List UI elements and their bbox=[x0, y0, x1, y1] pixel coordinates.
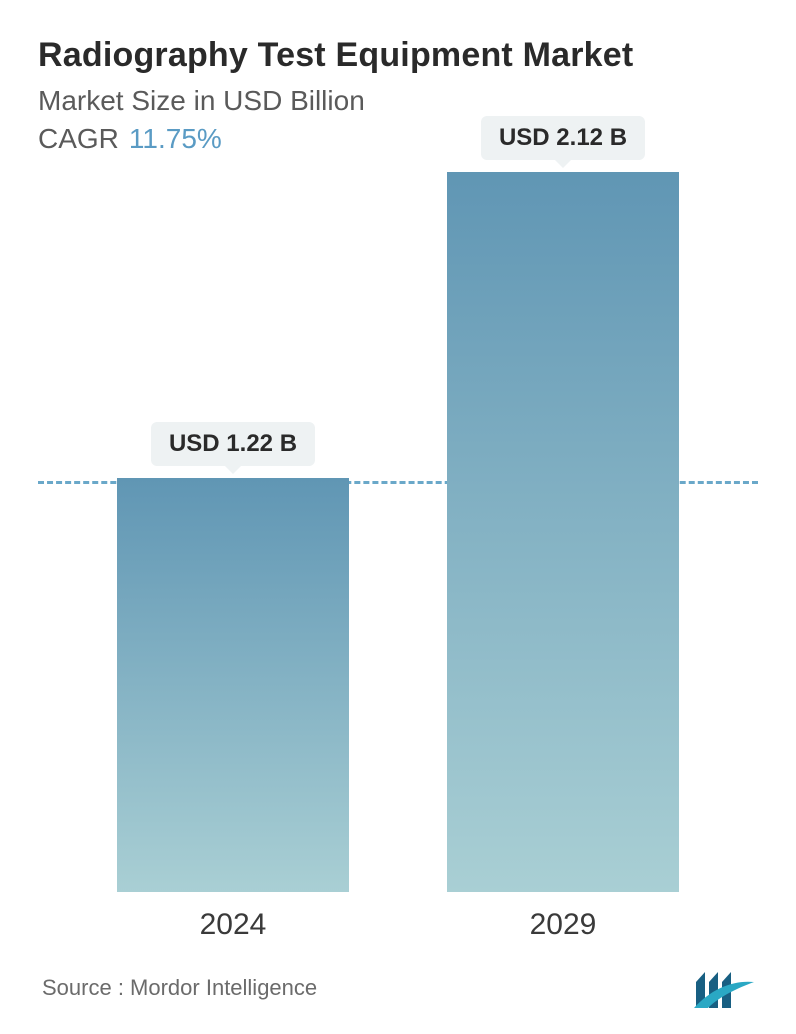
chart-footer: Source : Mordor Intelligence bbox=[38, 942, 758, 1034]
cagr-label: CAGR bbox=[38, 123, 119, 154]
bars-container: USD 1.22 B USD 2.12 B bbox=[38, 175, 758, 892]
chart-subtitle: Market Size in USD Billion bbox=[38, 85, 758, 117]
mordor-logo-icon bbox=[694, 968, 754, 1008]
chart-title: Radiography Test Equipment Market bbox=[38, 36, 758, 75]
x-axis-labels: 2024 2029 bbox=[38, 892, 758, 942]
chart-plot-area: USD 1.22 B USD 2.12 B bbox=[38, 175, 758, 892]
bar-1 bbox=[447, 172, 679, 892]
value-badge-0: USD 1.22 B bbox=[151, 422, 315, 466]
bar-column-0: USD 1.22 B bbox=[117, 478, 349, 892]
source-text: Source : Mordor Intelligence bbox=[42, 975, 317, 1001]
bar-0 bbox=[117, 478, 349, 892]
value-badge-1: USD 2.12 B bbox=[481, 116, 645, 160]
bar-column-1: USD 2.12 B bbox=[447, 172, 679, 892]
cagr-value: 11.75% bbox=[129, 123, 222, 154]
x-label-1: 2029 bbox=[447, 908, 679, 942]
cagr-row: CAGR 11.75% bbox=[38, 123, 758, 155]
x-label-0: 2024 bbox=[117, 908, 349, 942]
